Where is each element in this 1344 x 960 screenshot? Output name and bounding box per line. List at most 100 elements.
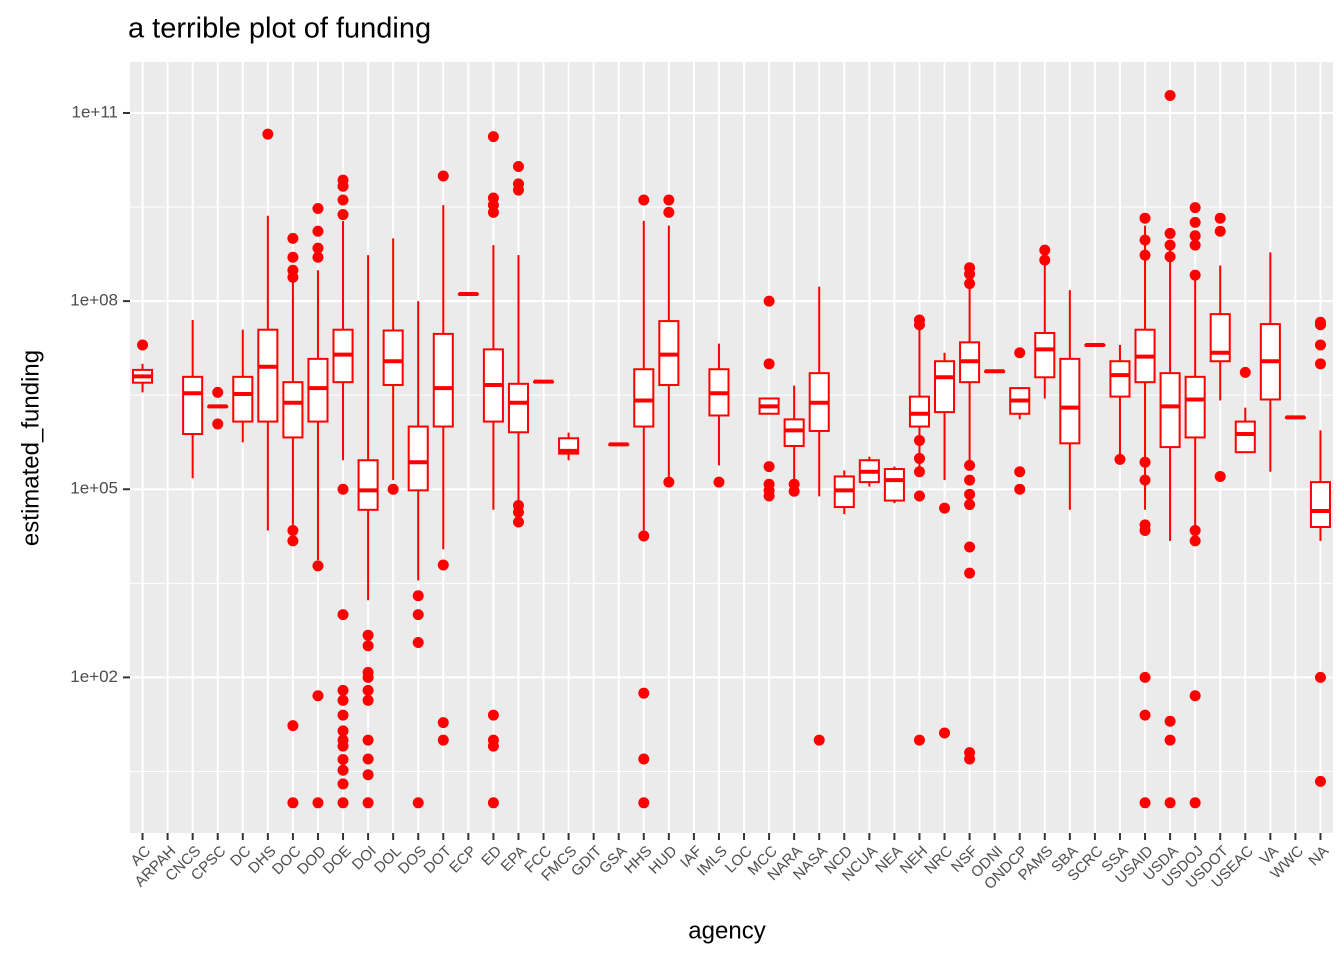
outlier [312, 225, 324, 237]
outlier [337, 609, 349, 621]
x-axis-title: agency [688, 917, 765, 944]
outlier [362, 640, 374, 652]
box [382, 329, 404, 386]
outlier [763, 461, 775, 473]
outlier [1139, 234, 1151, 246]
outlier [337, 180, 349, 192]
outlier [1139, 797, 1151, 809]
box [307, 357, 329, 423]
box [1309, 481, 1331, 529]
box [407, 425, 429, 492]
outlier [287, 720, 299, 732]
outlier [287, 271, 299, 283]
box [357, 459, 379, 511]
box [633, 368, 655, 428]
outlier [1314, 319, 1326, 331]
outlier [437, 734, 449, 746]
outlier [337, 740, 349, 752]
outlier [638, 753, 650, 765]
outlier [1114, 453, 1126, 465]
box [1184, 375, 1206, 439]
outlier [512, 184, 524, 196]
outlier [487, 709, 499, 721]
outlier [1214, 212, 1226, 224]
outlier [1314, 775, 1326, 787]
outlier [964, 567, 976, 579]
outlier [487, 131, 499, 143]
outlier [337, 194, 349, 206]
outlier [437, 559, 449, 571]
outlier [638, 194, 650, 206]
outlier [362, 629, 374, 641]
outlier [1164, 251, 1176, 263]
outlier [964, 488, 976, 500]
outlier [512, 516, 524, 528]
outlier [964, 278, 976, 290]
outlier [337, 797, 349, 809]
outlier [1039, 254, 1051, 266]
box [182, 375, 204, 436]
outlier [312, 797, 324, 809]
outlier [1139, 212, 1151, 224]
outlier [1189, 239, 1201, 251]
outlier [1164, 715, 1176, 727]
outlier [362, 797, 374, 809]
outlier [487, 206, 499, 218]
outlier [337, 694, 349, 706]
outlier [1164, 227, 1176, 239]
outlier [763, 295, 775, 307]
x-tick-label: HUD [645, 842, 680, 877]
outlier [1239, 366, 1251, 378]
box [1209, 313, 1231, 363]
outlier [1014, 466, 1026, 478]
outlier [512, 161, 524, 173]
outlier [412, 609, 424, 621]
outlier [137, 339, 149, 351]
box [1059, 357, 1081, 445]
outlier [1039, 244, 1051, 256]
outlier [713, 476, 725, 488]
outlier [312, 242, 324, 254]
outlier [1164, 734, 1176, 746]
box [908, 395, 930, 428]
outlier [964, 268, 976, 280]
outlier [1164, 239, 1176, 251]
outlier [362, 684, 374, 696]
outlier [663, 194, 675, 206]
outlier [913, 490, 925, 502]
outlier [287, 232, 299, 244]
outlier [964, 499, 976, 511]
outlier [964, 474, 976, 486]
outlier [362, 694, 374, 706]
y-tick-label: 1e+05 [70, 479, 118, 498]
outlier [362, 734, 374, 746]
outlier [913, 434, 925, 446]
outlier [1139, 671, 1151, 683]
outlier [337, 709, 349, 721]
outlier [1139, 474, 1151, 486]
outlier [362, 769, 374, 781]
outlier [337, 754, 349, 766]
box [1234, 420, 1256, 454]
outlier [312, 251, 324, 263]
outlier [913, 319, 925, 331]
outlier [763, 490, 775, 502]
box [432, 332, 454, 428]
outlier [1214, 225, 1226, 237]
outlier [412, 590, 424, 602]
box [1109, 360, 1131, 398]
outlier [1189, 230, 1201, 242]
outlier [663, 476, 675, 488]
outlier [1314, 358, 1326, 370]
outlier [262, 128, 274, 140]
x-tick-label: NA [1305, 843, 1332, 870]
y-axis-title: estimated_funding [17, 350, 44, 546]
outlier [913, 734, 925, 746]
outlier [337, 725, 349, 737]
outlier [287, 251, 299, 263]
outlier [1314, 339, 1326, 351]
box [1159, 372, 1181, 449]
outlier [437, 170, 449, 182]
outlier [362, 753, 374, 765]
outlier [788, 485, 800, 497]
